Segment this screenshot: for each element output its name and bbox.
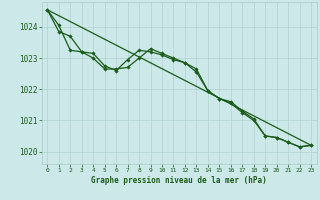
X-axis label: Graphe pression niveau de la mer (hPa): Graphe pression niveau de la mer (hPa) <box>91 176 267 185</box>
